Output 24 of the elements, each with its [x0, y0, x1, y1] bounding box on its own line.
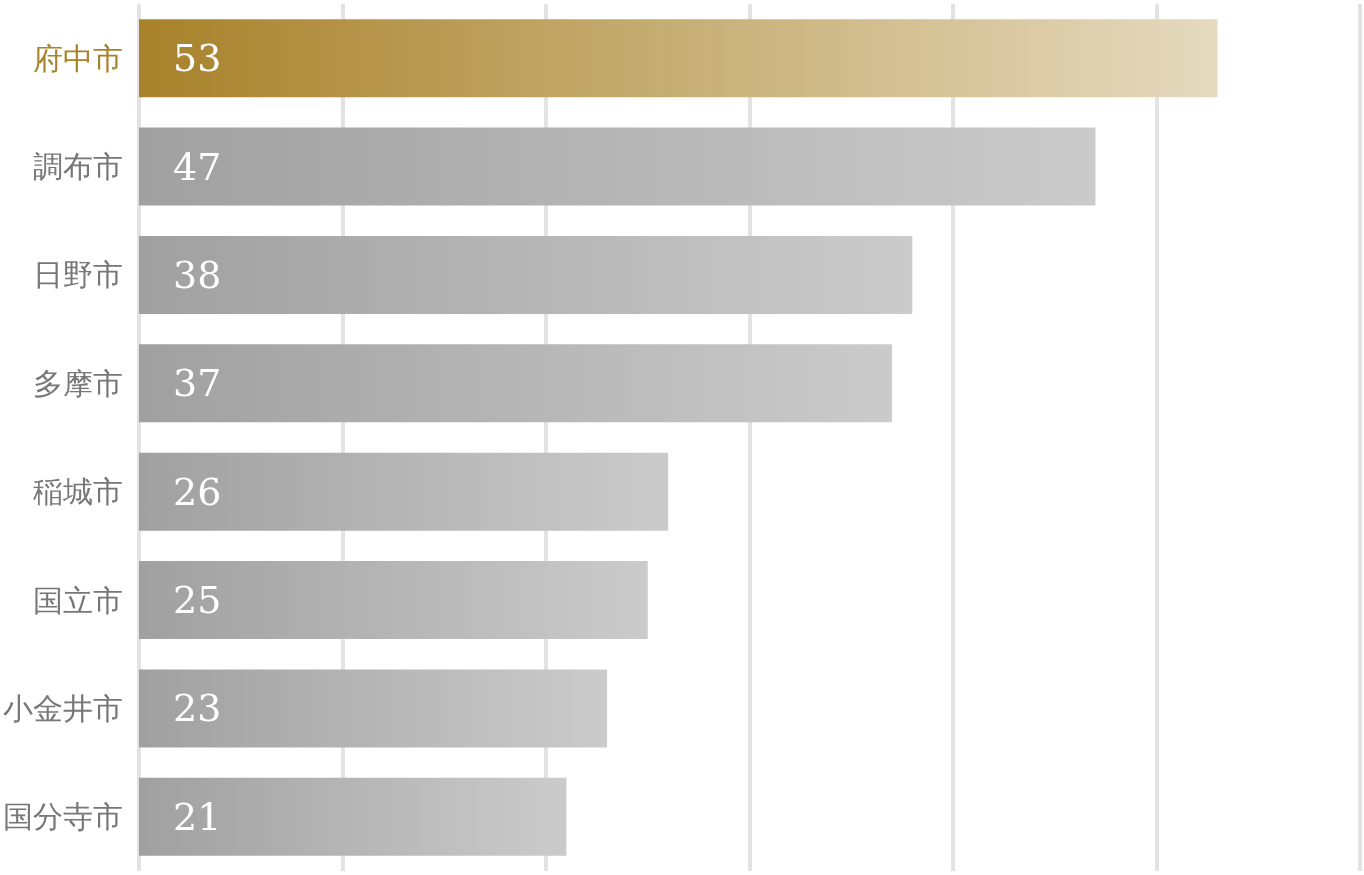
y-tick-label: 府中市 — [33, 40, 123, 76]
bar — [139, 777, 567, 856]
data-label: 25 — [173, 578, 222, 623]
data-label: 53 — [173, 36, 222, 81]
y-tick-label: 小金井市 — [3, 690, 123, 726]
y-tick-label: 調布市 — [33, 149, 123, 185]
bar — [139, 561, 648, 640]
y-tick-label: 国分寺市 — [3, 799, 123, 835]
y-tick-label: 多摩市 — [33, 365, 123, 401]
bar — [139, 669, 608, 748]
bar — [139, 127, 1096, 206]
data-label: 26 — [173, 469, 222, 514]
y-tick-label: 日野市 — [33, 257, 123, 293]
data-label: 37 — [173, 361, 222, 406]
bar — [139, 452, 669, 531]
data-label: 47 — [173, 144, 222, 189]
y-tick-label: 稲城市 — [33, 474, 123, 510]
bar — [139, 344, 892, 423]
bar — [139, 235, 913, 314]
data-label: 21 — [173, 794, 222, 839]
data-label: 23 — [173, 686, 222, 731]
y-tick-label: 国立市 — [33, 582, 123, 618]
bar — [139, 19, 1218, 98]
data-label: 38 — [173, 252, 222, 297]
